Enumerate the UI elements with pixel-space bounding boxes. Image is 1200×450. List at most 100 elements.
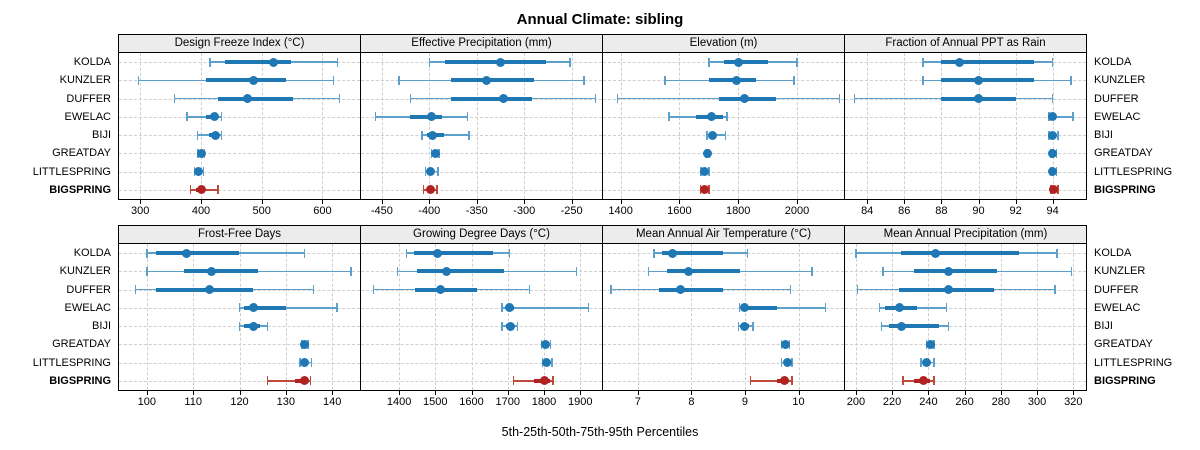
row-gridline	[845, 326, 1086, 328]
median-dot	[684, 266, 694, 276]
whisker-cap	[220, 112, 223, 122]
whisker-cap	[616, 94, 619, 104]
site-labels-right: KOLDA KUNZLER DUFFER EWELAC BIJI GREATDAY LITT…	[1087, 34, 1200, 225]
row-gridline	[361, 326, 602, 328]
site-label: LITTLESPRING	[1094, 165, 1173, 178]
vertical-gridline	[381, 53, 383, 199]
interquartile-bar	[723, 60, 768, 65]
panel-title-strip: Design Freeze Index (°C)	[119, 35, 360, 53]
axis-tick	[941, 200, 943, 204]
whisker-cap	[398, 75, 400, 85]
x-axis: 1400 1500 1600 1700 1800 1900	[360, 391, 603, 416]
vertical-gridline	[1000, 244, 1002, 390]
whisker-cap	[610, 285, 612, 295]
panel-box: Mean Annual Precipitation (mm)	[844, 225, 1087, 391]
vertical-gridline	[435, 244, 437, 390]
vertical-gridline	[239, 244, 241, 390]
median-dot	[181, 248, 191, 258]
axis-tick	[798, 391, 800, 395]
axis-tick-label: 140	[323, 396, 342, 408]
interquartile-bar	[742, 305, 777, 310]
axis-tick-label: 600	[313, 205, 332, 217]
median-dot	[207, 266, 217, 276]
whisker-cap	[238, 303, 241, 313]
row-gridline	[119, 189, 360, 191]
panel: Mean Annual Air Temperature (°C) 7 8 9 10	[602, 225, 845, 416]
axis-tick	[691, 391, 693, 395]
median-dot	[706, 112, 716, 122]
panel-title-strip: Elevation (m)	[603, 35, 844, 53]
whisker-cap	[587, 303, 589, 313]
whisker-cap	[508, 248, 511, 258]
median-dot	[700, 167, 710, 177]
whisker-cap	[749, 376, 751, 386]
whisker-cap	[512, 376, 515, 386]
whisker-cap	[501, 303, 503, 313]
median-dot	[505, 303, 515, 313]
interquartile-bar	[941, 78, 1035, 83]
panel-plot-area	[119, 53, 360, 199]
vertical-gridline	[1037, 244, 1039, 390]
whisker-cap	[1051, 94, 1054, 104]
median-dot	[708, 130, 718, 140]
site-label: BIJI	[1094, 320, 1113, 332]
site-label: KOLDA	[1094, 247, 1132, 259]
whisker-cap	[146, 266, 148, 276]
panel-title-strip: Growing Degree Days (°C)	[361, 226, 602, 244]
row-gridline	[845, 344, 1086, 346]
panel-groups: KOLDA KUNZLER DUFFER EWELAC BIJI GREATDAY LITT…	[0, 34, 1200, 416]
whisker-cap	[338, 94, 341, 104]
whisker-cap	[437, 167, 439, 177]
row-gridline	[361, 362, 602, 364]
site-label: GREATDAY	[52, 338, 111, 351]
site-label: BIJI	[92, 129, 111, 141]
row-gridline	[603, 307, 844, 309]
interquartile-bar	[659, 287, 724, 292]
panel-box: Elevation (m)	[602, 34, 845, 200]
axis-tick-label: -400	[418, 205, 441, 217]
row-gridline	[845, 380, 1086, 382]
axis-tick	[140, 200, 142, 204]
median-dot	[496, 57, 505, 67]
panel-row-group: KOLDA KUNZLER DUFFER EWELAC BIJI GREATDAY LITT…	[0, 225, 1200, 416]
median-dot	[299, 339, 309, 349]
panel-box: Mean Annual Air Temperature (°C)	[602, 225, 845, 391]
x-axis: 300 400 500 600	[118, 200, 361, 225]
panel: Growing Degree Days (°C) 1400 1500 1600 1700…	[360, 225, 603, 416]
whisker-cap	[466, 112, 468, 122]
whisker-cap	[647, 266, 650, 276]
interquartile-bar	[415, 287, 477, 292]
whisker-cap	[796, 57, 798, 67]
axis-tick	[399, 391, 401, 395]
whisker-cap	[134, 285, 136, 295]
row-gridline	[361, 116, 602, 118]
site-label: KUNZLER	[1094, 74, 1146, 87]
site-label: GREATDAY	[1094, 147, 1153, 160]
interquartile-bar	[888, 324, 940, 329]
interquartile-bar	[156, 251, 240, 256]
whisker-cap	[882, 266, 884, 276]
axis-tick-label: -250	[560, 205, 583, 217]
whisker-cap	[336, 57, 339, 67]
panel-box: Design Freeze Index (°C)	[118, 34, 361, 200]
axis-tick-label: 1600	[459, 396, 484, 408]
interquartile-bar	[205, 78, 286, 83]
panel-strip: Frost-Free Days 100 110 120 130 140 Growing De…	[118, 225, 1087, 416]
axis-tick	[978, 200, 980, 204]
axis-tick-label: 86	[898, 205, 911, 217]
panel-plot-area	[361, 53, 602, 199]
percentile-whisker	[750, 380, 793, 382]
whisker-cap	[575, 266, 578, 276]
median-dot	[676, 285, 686, 295]
vertical-gridline	[580, 244, 582, 390]
vertical-gridline	[855, 244, 857, 390]
whisker-cap	[824, 303, 826, 313]
whisker-cap	[336, 303, 338, 313]
median-dot	[732, 75, 742, 85]
median-dot	[436, 285, 446, 295]
axis-tick-label: 130	[276, 396, 295, 408]
whisker-cap	[922, 57, 924, 67]
vertical-gridline	[429, 53, 431, 199]
interquartile-bar	[410, 114, 442, 119]
axis-tick	[637, 391, 639, 395]
